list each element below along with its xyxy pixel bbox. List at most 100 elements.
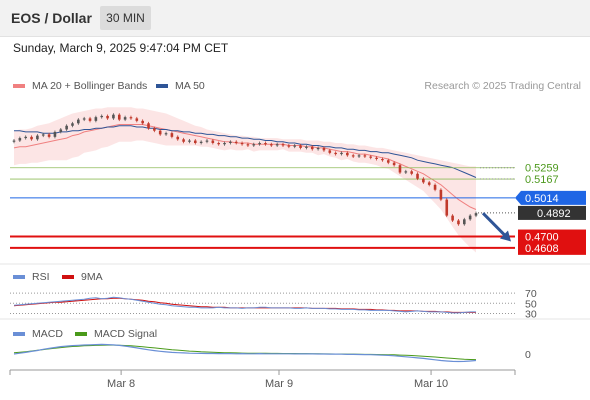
rsi-tick-label: 50 <box>525 298 537 310</box>
candle-body <box>188 140 191 142</box>
candle-body <box>369 156 373 158</box>
credit-text: Research © 2025 Trading Central <box>424 80 581 92</box>
interval-button[interactable]: 30 MIN <box>100 6 151 30</box>
bollinger-band <box>14 107 476 253</box>
legend-rsi-ma: 9MA <box>81 271 103 283</box>
candle-body <box>199 141 203 143</box>
timestamp: Sunday, March 9, 2025 9:47:04 PM CET <box>13 41 229 55</box>
candle-body <box>141 120 144 124</box>
rsi-ma-line <box>13 297 476 313</box>
support-tag <box>518 229 586 244</box>
candle-body <box>457 220 460 225</box>
legend-rsi-swatch <box>13 275 25 279</box>
pivot-tag <box>515 190 586 205</box>
candle-body <box>234 141 238 143</box>
candle-body <box>340 152 343 155</box>
candle-body <box>363 155 367 157</box>
forecast-arrow-head <box>500 230 511 242</box>
candle-body <box>53 131 57 137</box>
candle-body <box>147 123 150 129</box>
support-tag <box>518 240 586 255</box>
candle-body <box>299 145 302 148</box>
candle-body <box>217 143 220 145</box>
candle-body <box>18 138 22 141</box>
legend-ma50: MA 50 <box>175 80 205 92</box>
candle-body <box>41 134 45 136</box>
candle-body <box>463 219 466 225</box>
candle-body <box>153 128 156 131</box>
candle-body <box>223 143 226 145</box>
candle-body <box>422 178 425 183</box>
candle-body <box>135 118 139 121</box>
ma50-line <box>14 125 477 178</box>
candle-body <box>30 136 33 140</box>
legend-rsi-ma-swatch <box>62 275 74 279</box>
legend-bollinger-swatch <box>13 84 25 88</box>
candle-body <box>346 152 349 156</box>
candle-body <box>375 157 378 159</box>
candle-body <box>94 117 98 121</box>
candle-body <box>404 171 408 173</box>
candle-body <box>328 150 332 153</box>
rsi-tick-label: 30 <box>525 308 537 320</box>
resistance-label: 0.5259 <box>525 163 559 175</box>
candle-body <box>36 135 39 140</box>
candle-body <box>357 155 361 157</box>
candle-body <box>182 139 185 142</box>
candle-body <box>100 115 104 118</box>
candle-body <box>88 118 92 121</box>
candle-body <box>439 189 443 200</box>
candle-body <box>106 115 109 119</box>
candle-body <box>176 136 180 140</box>
x-tick-label: Mar 10 <box>414 378 448 390</box>
macd-line <box>13 343 477 363</box>
x-tick-label: Mar 9 <box>265 378 293 390</box>
candle-body <box>205 140 209 142</box>
candle-body <box>310 146 314 150</box>
candle-body <box>451 215 454 221</box>
candle-body <box>287 145 291 147</box>
rsi-line <box>13 296 476 314</box>
candle-body <box>386 160 390 163</box>
candle-body <box>381 159 384 161</box>
candle-body <box>123 117 127 120</box>
candle-body <box>82 118 86 120</box>
candle-body <box>258 143 261 145</box>
candle-body <box>164 133 168 135</box>
candle-body <box>316 147 320 150</box>
candle-body <box>293 145 297 147</box>
macd-tick-label: 0 <box>525 349 531 361</box>
candle-body <box>240 143 244 145</box>
candle-body <box>427 182 431 185</box>
candle-body <box>270 144 273 146</box>
candle-body <box>59 129 63 132</box>
rsi-tick-label: 70 <box>525 288 537 300</box>
candle-body <box>252 144 256 146</box>
candle-body <box>129 117 133 119</box>
candle-body <box>398 165 402 173</box>
candle-body <box>170 133 174 137</box>
legend-ma50-swatch <box>156 84 168 88</box>
candle-body <box>275 144 279 146</box>
legend-macd-signal: MACD Signal <box>94 328 157 340</box>
instrument-title: EOS / Dollar <box>11 10 92 26</box>
last-price-tag <box>518 205 586 220</box>
pivot-label: 0.5014 <box>525 193 559 205</box>
candle-body <box>416 173 419 179</box>
candle-body <box>246 144 250 146</box>
candle-body <box>305 146 308 148</box>
candle-body <box>211 140 215 143</box>
candle-body <box>334 152 337 155</box>
candle-body <box>47 134 51 137</box>
candle-body <box>474 213 478 216</box>
candle-body <box>71 123 74 126</box>
candle-body <box>392 162 396 166</box>
candle-body <box>468 215 472 220</box>
chart-header: EOS / Dollar 30 MIN <box>0 0 590 37</box>
legend-bollinger: MA 20 + Bollinger Bands <box>32 80 147 92</box>
resistance-label: 0.5167 <box>525 174 559 186</box>
candle-body <box>445 199 449 216</box>
candle-body <box>24 136 27 139</box>
candle-body <box>193 140 197 143</box>
